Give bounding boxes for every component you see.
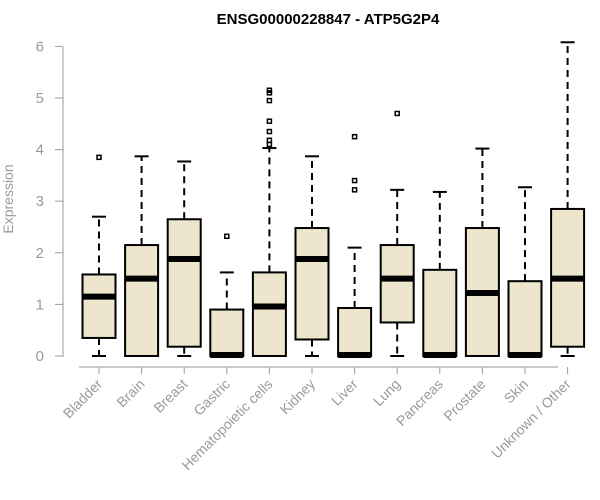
x-tick-label: Liver (328, 376, 361, 409)
iqr-box (124, 244, 160, 357)
iqr-box (209, 308, 245, 357)
x-tick-label: Skin (501, 376, 532, 407)
outlier-point (351, 177, 358, 184)
x-tick-label: Brain (113, 376, 147, 410)
x-tick-label: Breast (150, 376, 190, 416)
y-tick-label: 3 (36, 193, 44, 210)
outlier-point (224, 233, 230, 240)
outlier-point (351, 187, 358, 193)
box-group (294, 155, 330, 357)
iqr-box (81, 273, 117, 339)
y-tick-label: 1 (36, 296, 44, 313)
iqr-box (379, 244, 415, 324)
y-tick-label: 0 (36, 348, 44, 365)
x-tick-label: Gastric (190, 376, 233, 419)
box-group (209, 233, 245, 358)
box-group (550, 41, 586, 357)
outlier-point (266, 128, 273, 135)
outlier-point (266, 87, 273, 94)
x-tick-label: Prostate (440, 376, 488, 424)
y-tick-label: 6 (36, 38, 44, 55)
iqr-box (251, 271, 287, 357)
outlier-point (96, 154, 102, 161)
iqr-box (507, 280, 543, 357)
box-group (379, 110, 415, 357)
x-tick-label: Bladder (60, 376, 106, 422)
chart-title: ENSG00000228847 - ATP5G2P4 (217, 11, 440, 28)
y-axis-label: Expression (0, 164, 16, 233)
box-group (464, 147, 500, 357)
outlier-point (351, 133, 358, 140)
box-group (337, 133, 373, 358)
box-group (81, 154, 117, 357)
box-series (81, 41, 586, 358)
iqr-box (166, 218, 202, 348)
y-axis-ticks: 0 1 2 3 4 5 6 (36, 38, 63, 365)
iqr-box (337, 307, 373, 357)
iqr-box (422, 268, 458, 357)
x-tick-label: Lung (370, 376, 403, 409)
box-group (507, 186, 543, 358)
box-group (124, 155, 160, 357)
outlier-point (266, 137, 273, 144)
box-group (422, 190, 458, 358)
box-group (166, 160, 202, 357)
y-tick-label: 2 (36, 245, 44, 262)
x-tick-label: Pancreas (393, 376, 446, 429)
y-tick-label: 5 (36, 90, 44, 107)
x-tick-label: Kidney (277, 376, 319, 418)
x-tick-label: Unknown / Other (488, 376, 574, 462)
iqr-box (294, 227, 330, 341)
outlier-point (266, 118, 273, 124)
y-tick-label: 4 (36, 142, 44, 159)
box-group (251, 87, 287, 357)
outlier-point (266, 97, 273, 104)
outlier-point (394, 110, 400, 117)
